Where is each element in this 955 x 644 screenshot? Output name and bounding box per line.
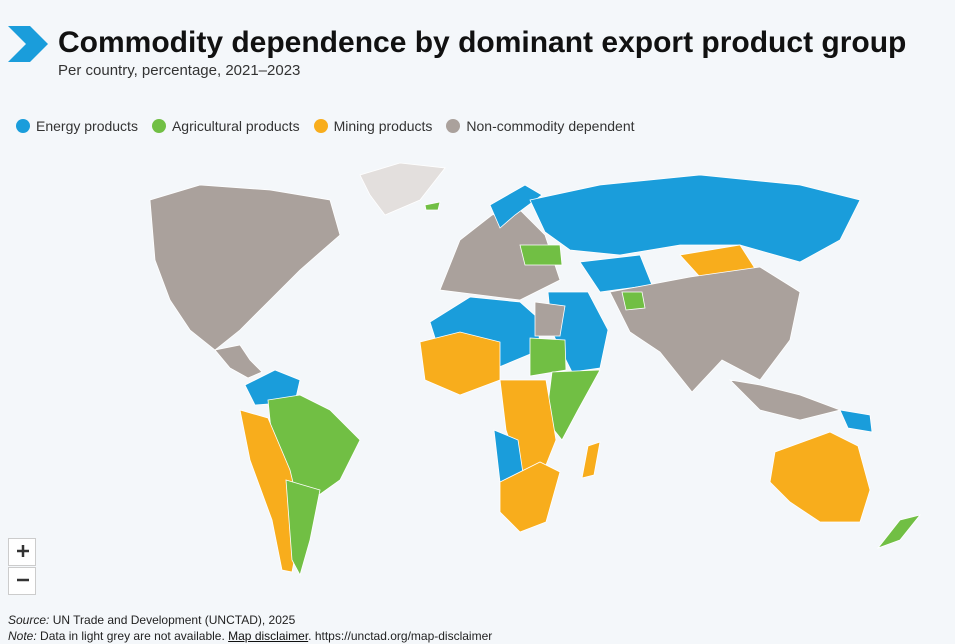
note-label: Note: (8, 629, 37, 643)
legend-label: Energy products (36, 118, 138, 134)
legend-item: Energy products (16, 118, 138, 134)
legend-label: Agricultural products (171, 118, 300, 134)
country-region (239, 409, 303, 573)
country-region (621, 291, 646, 311)
legend-label: Non-commodity dependent (466, 118, 635, 134)
source-label: Source: (8, 613, 50, 627)
legend-item: Mining products (313, 118, 433, 134)
legend-item: Non-commodity dependent (446, 118, 635, 134)
country-region (609, 266, 801, 393)
zoom-out-button[interactable] (8, 567, 36, 595)
subtitle: Per country, percentage, 2021–2023 (58, 62, 301, 79)
legend: Energy products Agricultural products Mini… (16, 118, 635, 134)
country-region (529, 174, 861, 263)
country-region (876, 514, 922, 549)
country-region (728, 379, 842, 421)
logo-chevron (8, 26, 48, 62)
source-line: Source: UN Trade and Development (UNCTAD… (8, 612, 492, 628)
source: UN Trade and Development (UNCTAD), 2025 (49, 613, 296, 627)
country-region (499, 461, 561, 533)
minus-icon (17, 578, 29, 581)
title: Commodity dependence by dominant export … (58, 26, 907, 59)
plus-icon (17, 544, 29, 557)
country-region (424, 201, 441, 211)
disclaimer-text: . https://unctad.org/map-disclaimer (308, 629, 493, 643)
disclaimer-link[interactable]: Map disclaimer (228, 629, 309, 643)
country-region (214, 344, 263, 379)
country-region (839, 409, 873, 433)
legend-item: Agricultural products (151, 118, 300, 134)
note: Data in light grey are not available. (36, 629, 229, 643)
country-region (419, 331, 501, 396)
country-region (359, 162, 446, 216)
legend-label: Mining products (333, 118, 433, 134)
legend-swatch (446, 119, 461, 133)
country-region (489, 184, 543, 229)
legend-swatch (151, 119, 166, 133)
footer: Source: UN Trade and Development (UNCTAD… (8, 612, 492, 644)
legend-swatch (16, 119, 30, 133)
country-region (439, 209, 561, 301)
country-region (244, 369, 301, 406)
note-line: Note: Data in light grey are not availab… (8, 628, 492, 644)
country-region (534, 301, 566, 337)
world-map (149, 162, 922, 577)
country-region (149, 184, 341, 351)
zoom-in-button[interactable] (8, 538, 36, 566)
country-region (769, 431, 871, 523)
legend-swatch (313, 119, 328, 133)
country-region (581, 441, 601, 479)
country-region (519, 244, 563, 266)
country-region (285, 479, 321, 577)
country-region (529, 337, 567, 377)
